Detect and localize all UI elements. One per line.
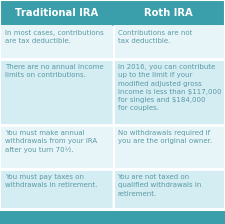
Text: In most cases, contributions
are tax deductible.: In most cases, contributions are tax ded… bbox=[5, 30, 104, 44]
Bar bbox=[0, 59, 112, 125]
Bar bbox=[0, 25, 112, 59]
Text: You must pay taxes on
withdrawals in retirement.: You must pay taxes on withdrawals in ret… bbox=[5, 174, 97, 188]
Text: You are not taxed on
qualified withdrawals in
retirement.: You are not taxed on qualified withdrawa… bbox=[117, 174, 201, 196]
Text: Contributions are not
tax deductible.: Contributions are not tax deductible. bbox=[117, 30, 192, 44]
Text: You must make annual
withdrawals from your IRA
after you turn 70½.: You must make annual withdrawals from yo… bbox=[5, 130, 97, 153]
Bar bbox=[0, 125, 112, 169]
Bar bbox=[0, 210, 225, 224]
Bar bbox=[0, 169, 112, 209]
Bar bbox=[0, 0, 225, 25]
Text: Roth IRA: Roth IRA bbox=[144, 7, 193, 17]
Bar bbox=[113, 59, 225, 125]
Bar bbox=[113, 125, 225, 169]
Text: Traditional IRA: Traditional IRA bbox=[15, 7, 98, 17]
Bar bbox=[113, 25, 225, 59]
Text: In 2016, you can contribute
up to the limit if your
modified adjusted gross
inco: In 2016, you can contribute up to the li… bbox=[117, 64, 221, 111]
Text: There are no annual income
limits on contributions.: There are no annual income limits on con… bbox=[5, 64, 104, 78]
Text: No withdrawals required if
you are the original owner.: No withdrawals required if you are the o… bbox=[117, 130, 212, 144]
Bar bbox=[113, 169, 225, 209]
